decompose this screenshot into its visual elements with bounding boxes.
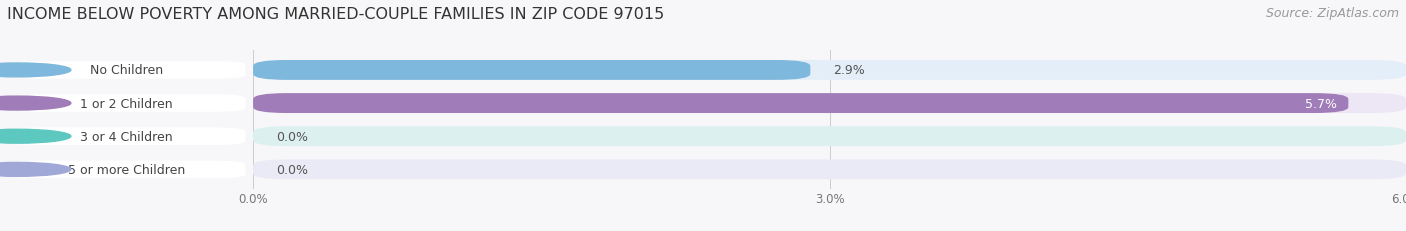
FancyBboxPatch shape xyxy=(253,94,1348,113)
FancyBboxPatch shape xyxy=(253,160,1406,179)
FancyBboxPatch shape xyxy=(7,128,246,145)
FancyBboxPatch shape xyxy=(253,94,1406,113)
Text: No Children: No Children xyxy=(90,64,163,77)
Circle shape xyxy=(0,130,70,143)
FancyBboxPatch shape xyxy=(7,62,246,79)
FancyBboxPatch shape xyxy=(253,61,810,81)
FancyBboxPatch shape xyxy=(7,161,246,178)
Circle shape xyxy=(0,97,70,111)
Text: 3 or 4 Children: 3 or 4 Children xyxy=(80,130,173,143)
Text: INCOME BELOW POVERTY AMONG MARRIED-COUPLE FAMILIES IN ZIP CODE 97015: INCOME BELOW POVERTY AMONG MARRIED-COUPL… xyxy=(7,7,664,22)
Circle shape xyxy=(0,64,70,78)
Text: 0.0%: 0.0% xyxy=(276,163,308,176)
FancyBboxPatch shape xyxy=(7,95,246,112)
Text: Source: ZipAtlas.com: Source: ZipAtlas.com xyxy=(1265,7,1399,20)
Text: 0.0%: 0.0% xyxy=(276,130,308,143)
Text: 5.7%: 5.7% xyxy=(1305,97,1337,110)
FancyBboxPatch shape xyxy=(253,127,1406,146)
FancyBboxPatch shape xyxy=(253,61,1406,81)
Text: 5 or more Children: 5 or more Children xyxy=(67,163,186,176)
Text: 1 or 2 Children: 1 or 2 Children xyxy=(80,97,173,110)
Text: 2.9%: 2.9% xyxy=(834,64,865,77)
Circle shape xyxy=(0,163,70,176)
